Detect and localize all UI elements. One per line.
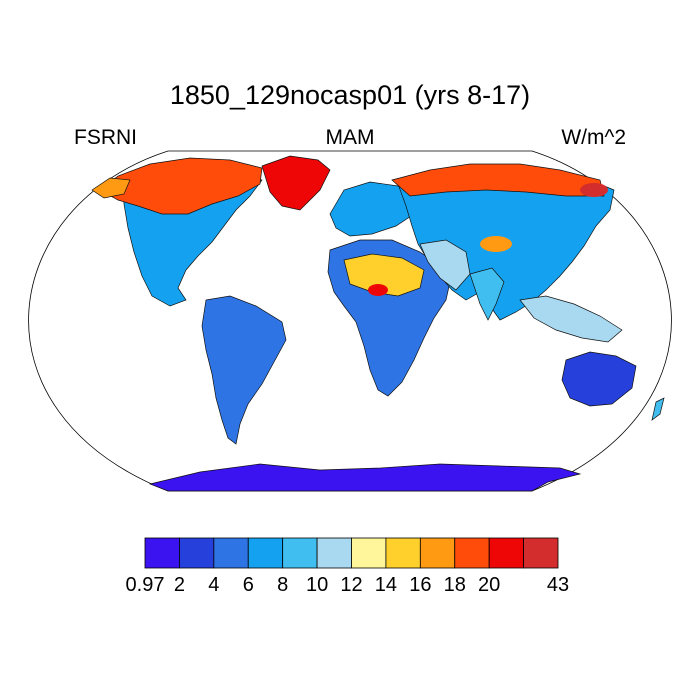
colorbar-tick-label: 10 xyxy=(305,574,329,596)
colorbar-swatch xyxy=(247,537,284,569)
canada-arctic-land xyxy=(99,157,263,215)
siberia-land xyxy=(391,163,605,197)
colorbar-swatch xyxy=(179,537,215,569)
map-layer xyxy=(28,150,672,492)
colorbar-tick-label: 4 xyxy=(208,574,220,596)
colorbar-swatch xyxy=(351,537,387,569)
india-land xyxy=(469,267,505,321)
colorbar-tick-label: 18 xyxy=(443,574,466,596)
colorbar-swatch xyxy=(454,537,490,569)
alaska-land xyxy=(91,177,131,199)
new-zealand-land xyxy=(651,397,665,421)
colorbar-tick-label: 12 xyxy=(340,574,363,596)
colorbar-tick-label: 14 xyxy=(374,574,398,596)
saharan-hotspot xyxy=(368,284,388,296)
southeast-asia-land xyxy=(519,295,623,343)
south-america-land xyxy=(201,295,287,445)
colorbar-tick-label: 8 xyxy=(277,574,289,596)
colorbar xyxy=(144,537,559,569)
colorbar-swatch xyxy=(488,537,524,569)
middle-east-land xyxy=(419,239,471,291)
colorbar-swatch xyxy=(419,537,456,569)
greenland-land xyxy=(261,155,331,211)
season-label: MAM xyxy=(325,126,375,149)
ne-siberia-hotspot xyxy=(580,183,608,197)
variable-label: FSRNI xyxy=(74,126,137,149)
colorbar-tick-label: 6 xyxy=(242,574,254,596)
units-label: W/m^2 xyxy=(561,126,626,149)
colorbar-swatch xyxy=(316,537,352,569)
colorbar-swatch xyxy=(144,537,180,569)
colorbar-swatch xyxy=(213,537,249,569)
colorbar-tick-label: 2 xyxy=(173,574,185,596)
colorbar-swatch xyxy=(385,537,421,569)
antarctica-land xyxy=(148,463,582,492)
figure-title: 1850_129nocasp01 (yrs 8-17) xyxy=(169,80,531,110)
australia-land xyxy=(561,351,637,407)
colorbar-tick-label: 16 xyxy=(409,574,432,596)
tibet-hotspot xyxy=(480,236,512,252)
sahara-land xyxy=(343,253,425,297)
colorbar-swatch xyxy=(523,537,559,569)
colorbar-tick-label: 43 xyxy=(546,574,570,596)
colorbar-tick-label: 0.97 xyxy=(125,574,165,596)
colorbar-tick-label: 20 xyxy=(478,574,501,596)
colorbar-swatch xyxy=(282,537,318,569)
